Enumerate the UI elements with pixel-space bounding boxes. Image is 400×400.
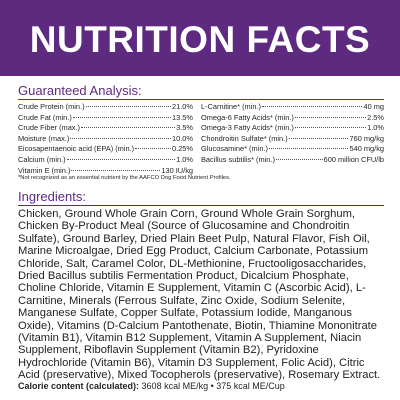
- analysis-left: Crude Protein (min.) 21.0% Crude Fat (min.…: [18, 102, 193, 176]
- nutrient-value: 600 million CFU/lb: [323, 154, 384, 164]
- nutrient-label: Crude Fat (min.): [18, 112, 72, 122]
- nutrient-value: 1.0%: [176, 154, 193, 164]
- analysis-right: L-Carnitine* (min.) 40 mg Omega-6 Fatty Ac…: [201, 102, 384, 166]
- analysis-heading: Guaranteed Analysis:: [18, 83, 384, 100]
- nutrient-label: Crude Protein (min.): [18, 102, 85, 111]
- ingredients-text: Chicken, Ground Whole Grain Corn, Ground…: [18, 208, 381, 382]
- nutrient-label: Bacillus subtilis* (min.): [201, 154, 275, 164]
- nutrient-label: Chondroitin Sulfate* (min.): [201, 133, 288, 143]
- nutrient-label: Calcium (min.): [18, 154, 66, 164]
- analysis-row: Omega-6 Fatty Acids* (min.) 2.5%: [201, 113, 384, 124]
- dot-leader: [275, 158, 323, 160]
- dot-leader: [268, 148, 349, 150]
- dot-leader: [294, 116, 367, 118]
- dot-leader: [135, 148, 172, 150]
- nutrient-label: Eicosapentaenoic acid (EPA) (min.): [18, 144, 135, 154]
- nutrient-label: Crude Fiber (max.): [18, 123, 81, 133]
- dot-leader: [288, 137, 349, 139]
- nutrient-label: Omega-3 Fatty Acids* (min.): [201, 123, 294, 133]
- nutrient-value: 40 mg: [363, 102, 384, 111]
- analysis-row: Eicosapentaenoic acid (EPA) (min.) 0.25%: [18, 144, 193, 155]
- calorie-content: Calorie content (calculated): 3608 kcal …: [18, 381, 285, 391]
- nutrient-value: 540 mg/kg: [349, 144, 384, 154]
- dot-leader: [70, 137, 172, 139]
- nutrient-value: 3.5%: [176, 123, 193, 133]
- analysis-row: Crude Fat (min.) 13.5%: [18, 113, 193, 124]
- nutrient-value: 21.0%: [172, 102, 193, 111]
- nutrient-value: 130 IU/kg: [161, 165, 193, 175]
- ingredients-heading: Ingredients:: [18, 189, 384, 206]
- title: NUTRITION FACTS: [29, 19, 371, 60]
- calorie-value: 3608 kcal ME/kg • 375 kcal ME/Cup: [141, 381, 285, 391]
- nutrient-value: 13.5%: [172, 112, 193, 122]
- dot-leader: [294, 127, 367, 129]
- nutrient-value: 0.25%: [172, 144, 193, 154]
- analysis-row: Calcium (min.) 1.0%: [18, 155, 193, 166]
- header: NUTRITION FACTS: [0, 0, 400, 76]
- analysis-row: Glucosamine* (min.) 540 mg/kg: [201, 144, 384, 155]
- nutrient-label: Vitamin E (min.): [18, 165, 71, 175]
- dot-leader: [72, 116, 172, 118]
- dot-leader: [66, 158, 176, 160]
- nutrient-value: 760 mg/kg: [349, 133, 384, 143]
- dot-leader: [71, 169, 161, 171]
- nutrient-value: 10.0%: [172, 133, 193, 143]
- nutrient-label: Glucosamine* (min.): [201, 144, 268, 154]
- dot-leader: [81, 127, 176, 129]
- dot-leader: [85, 106, 172, 107]
- analysis-row: Crude Fiber (max.) 3.5%: [18, 123, 193, 134]
- nutrient-label: Moisture (max.): [18, 133, 70, 143]
- analysis-row: Omega-3 Fatty Acids* (min.) 1.0%: [201, 123, 384, 134]
- analysis-row: Crude Protein (min.) 21.0%: [18, 102, 193, 113]
- analysis-row: L-Carnitine* (min.) 40 mg: [201, 102, 384, 113]
- analysis-row: Moisture (max.) 10.0%: [18, 134, 193, 145]
- nutrient-label: L-Carnitine* (min.): [201, 102, 261, 111]
- analysis-row: Bacillus subtilis* (min.) 600 million CFU…: [201, 155, 384, 166]
- analysis-row: Chondroitin Sulfate* (min.) 760 mg/kg: [201, 134, 384, 145]
- footnote: *Not recognized as an essential nutrient…: [18, 175, 231, 181]
- nutrient-value: 1.0%: [367, 123, 384, 133]
- dot-leader: [261, 106, 363, 107]
- nutrient-value: 2.5%: [367, 112, 384, 122]
- analysis-row: Vitamin E (min.) 130 IU/kg: [18, 166, 193, 177]
- nutrient-label: Omega-6 Fatty Acids* (min.): [201, 112, 294, 122]
- calorie-label: Calorie content (calculated):: [18, 381, 140, 391]
